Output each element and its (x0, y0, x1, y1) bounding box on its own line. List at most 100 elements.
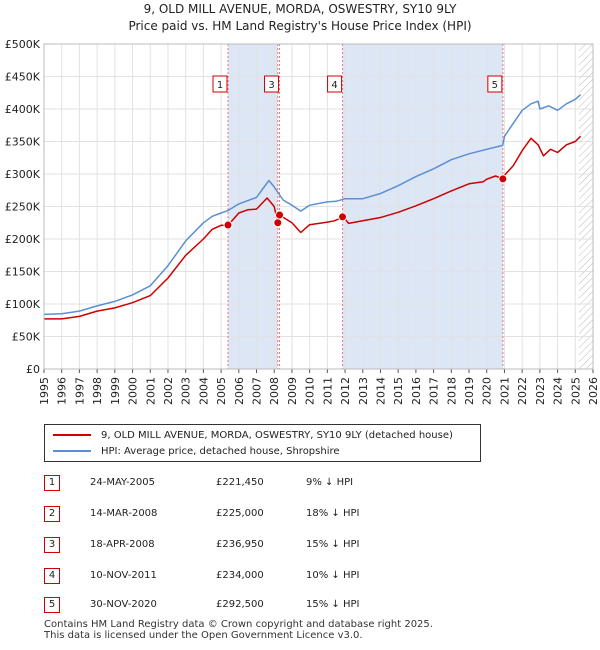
x-tick-label: 2015 (392, 377, 405, 405)
legend-label-property: 9, OLD MILL AVENUE, MORDA, OSWESTRY, SY1… (101, 429, 453, 441)
sale-number-badge: 5 (44, 597, 60, 613)
x-tick-label: 2022 (516, 377, 529, 405)
x-tick-label: 2019 (463, 377, 476, 405)
sale-price: £234,000 (216, 570, 264, 581)
footer-licence: This data is licensed under the Open Gov… (44, 630, 363, 641)
y-tick-label: £150K (5, 266, 41, 279)
x-tick-label: 2016 (410, 377, 423, 405)
table-row: 3 18-APR-2008 £236,950 15% ↓ HPI (44, 537, 444, 553)
legend-swatch-hpi (53, 450, 91, 452)
sale-number-badge: 2 (44, 506, 60, 522)
x-tick-label: 2021 (498, 377, 511, 405)
sale-label-frame (487, 75, 503, 93)
x-tick-label: 1997 (73, 377, 86, 405)
sale-price: £225,000 (216, 508, 264, 519)
x-tick-label: 1998 (91, 377, 104, 405)
y-tick-label: £300K (5, 168, 41, 181)
table-row: 4 10-NOV-2011 £234,000 10% ↓ HPI (44, 568, 444, 584)
x-tick-label: 2025 (569, 377, 582, 405)
sale-price: £292,500 (216, 599, 264, 610)
chart-subtitle: Price paid vs. HM Land Registry's House … (128, 19, 472, 33)
sale-date: 18-APR-2008 (90, 539, 155, 550)
y-tick-label: £500K (5, 38, 41, 51)
sale-point (338, 212, 348, 222)
y-tick-label: £250K (5, 201, 41, 214)
sale-point (223, 220, 233, 230)
x-tick-label: 2003 (180, 377, 193, 405)
sale-number-badge: 1 (44, 475, 60, 491)
sale-hpi-diff: 15% ↓ HPI (306, 539, 360, 550)
x-tick-label: 2001 (144, 377, 157, 405)
sale-hpi-diff: 15% ↓ HPI (306, 599, 360, 610)
x-tick-label: 2002 (162, 377, 175, 405)
sale-date: 14-MAR-2008 (90, 508, 158, 519)
sale-date: 10-NOV-2011 (90, 570, 157, 581)
footer-copyright: Contains HM Land Registry data © Crown c… (44, 619, 433, 630)
sale-label-frame (212, 75, 228, 93)
sale-label-frame (327, 75, 343, 93)
plot-border (43, 43, 594, 370)
sale-hpi-diff: 10% ↓ HPI (306, 570, 360, 581)
x-tick-label: 2009 (286, 377, 299, 405)
sale-point (498, 174, 508, 184)
chart-title-address: 9, OLD MILL AVENUE, MORDA, OSWESTRY, SY1… (143, 2, 457, 16)
x-tick-label: 2014 (374, 377, 387, 405)
x-tick-label: 2023 (534, 377, 547, 405)
y-tick-label: £50K (12, 331, 41, 344)
footer: Contains HM Land Registry data © Crown c… (44, 619, 433, 641)
sale-label-number: 1 (217, 80, 223, 91)
y-tick-label: £0 (26, 363, 40, 376)
series-line-property (44, 135, 582, 320)
sale-label-box: 3 (264, 75, 280, 93)
x-tick-label: 2005 (215, 377, 228, 405)
sale-date: 30-NOV-2020 (90, 599, 157, 610)
x-tick-label: 2006 (233, 377, 246, 405)
legend-swatch-property (53, 434, 91, 436)
x-tick-label: 2024 (552, 377, 565, 405)
legend-item-property: 9, OLD MILL AVENUE, MORDA, OSWESTRY, SY1… (53, 428, 453, 442)
sale-number-badge: 3 (44, 537, 60, 553)
sale-price: £236,950 (216, 539, 264, 550)
sale-hpi-diff: 18% ↓ HPI (306, 508, 360, 519)
x-tick-label: 2012 (339, 377, 352, 405)
sale-point (273, 218, 283, 228)
sale-label-frame (264, 75, 280, 93)
sale-label-box: 5 (487, 75, 503, 93)
legend-item-hpi: HPI: Average price, detached house, Shro… (53, 444, 340, 458)
series-line-hpi (43, 94, 582, 316)
table-row: 1 24-MAY-2005 £221,450 9% ↓ HPI (44, 475, 444, 491)
x-tick-label: 2011 (321, 377, 334, 405)
table-row: 2 14-MAR-2008 £225,000 18% ↓ HPI (44, 506, 444, 522)
x-tick-label: 2013 (357, 377, 370, 405)
table-row: 5 30-NOV-2020 £292,500 15% ↓ HPI (44, 597, 444, 613)
y-tick-label: £350K (5, 136, 41, 149)
x-tick-label: 2026 (587, 377, 600, 405)
sale-date: 24-MAY-2005 (90, 477, 156, 488)
x-tick-label: 1996 (56, 377, 69, 405)
sale-label-number: 4 (331, 80, 337, 91)
x-tick-label: 1995 (38, 377, 51, 405)
x-tick-label: 2018 (445, 377, 458, 405)
sale-price: £221,450 (216, 477, 264, 488)
price-chart: £0 £50K £100K £150K £200K £250K £300K £350K £400… (5, 38, 600, 405)
x-tick-label: 2004 (197, 377, 210, 405)
sale-label-number: 3 (268, 80, 274, 91)
x-tick-label: 1999 (109, 377, 122, 405)
legend-label-hpi: HPI: Average price, detached house, Shro… (101, 445, 340, 457)
sale-label-box: 1 (212, 75, 228, 93)
legend: 9, OLD MILL AVENUE, MORDA, OSWESTRY, SY1… (44, 424, 481, 462)
sale-label-number: 5 (492, 80, 498, 91)
sale-label-box: 4 (327, 75, 343, 93)
y-tick-label: £100K (5, 298, 41, 311)
sale-number-badge: 4 (44, 568, 60, 584)
sale-point (275, 210, 285, 220)
x-tick-label: 2007 (251, 377, 264, 405)
x-tick-label: 2020 (481, 377, 494, 405)
x-tick-label: 2008 (268, 377, 281, 405)
y-tick-label: £450K (5, 71, 41, 84)
x-tick-label: 2000 (127, 377, 140, 405)
x-tick-label: 2010 (304, 377, 317, 405)
y-tick-label: £200K (5, 233, 41, 246)
x-tick-label: 2017 (428, 377, 441, 405)
y-tick-label: £400K (5, 103, 41, 116)
